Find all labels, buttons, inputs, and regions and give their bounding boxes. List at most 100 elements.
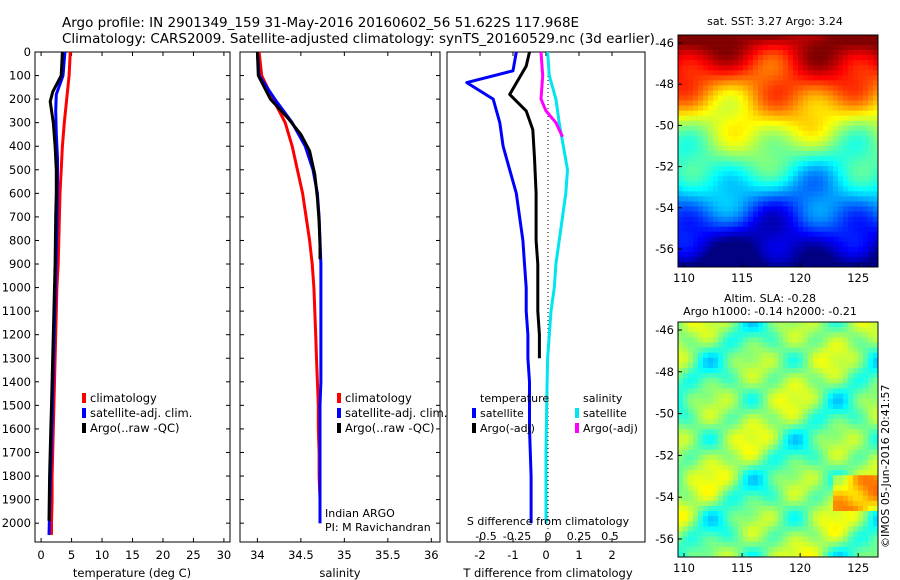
map-cell (778, 166, 784, 172)
map-cell (848, 475, 854, 481)
map-cell (748, 490, 754, 496)
map-cell (773, 444, 779, 451)
map-cell (778, 516, 784, 522)
map-cell (833, 531, 839, 537)
map-cell (753, 378, 759, 384)
map-cell (678, 221, 684, 227)
map-cell (758, 419, 764, 425)
map-cell (828, 362, 834, 369)
map-cell (763, 80, 769, 86)
map-cell (773, 526, 779, 532)
map-cell (778, 156, 784, 162)
map-cell (853, 490, 859, 496)
map-cell (728, 186, 734, 192)
map-cell (693, 536, 699, 542)
map-cell (848, 490, 854, 496)
map-cell (758, 531, 764, 537)
map-cell (698, 261, 704, 268)
map-cell (763, 35, 769, 41)
map-cell (863, 485, 869, 491)
map-cell (693, 378, 699, 384)
map-cell (793, 470, 799, 476)
map-cell (828, 347, 834, 353)
map-cell (858, 413, 864, 420)
map-cell (768, 327, 774, 333)
map-cell (738, 383, 744, 389)
map-cell (708, 434, 714, 440)
map-cell (813, 332, 819, 338)
map-cell (858, 429, 864, 435)
map-cell (778, 495, 784, 502)
map-cell (703, 546, 709, 553)
map-cell (778, 186, 784, 192)
map-cell (858, 516, 864, 522)
map-cell (783, 337, 789, 343)
map-cell (868, 115, 874, 122)
map-cell (688, 362, 694, 369)
map-cell (853, 541, 859, 548)
map-cell (718, 454, 724, 461)
map-cell (818, 75, 824, 81)
map-cell (773, 521, 779, 527)
map-cell (858, 444, 864, 451)
map-cell (768, 50, 774, 56)
map-cell (768, 40, 774, 46)
map-cell (733, 459, 739, 466)
map-cell (798, 156, 804, 162)
map-cell (738, 367, 744, 374)
map-cell (808, 408, 814, 415)
map-cell (838, 434, 844, 440)
map-cell (713, 408, 719, 415)
map-cell (678, 480, 684, 486)
map-cell (703, 105, 709, 111)
map-cell (763, 337, 769, 343)
map-cell (688, 434, 694, 440)
map-cell (718, 388, 724, 394)
map-cell (798, 424, 804, 430)
map-cell (768, 221, 774, 227)
map-cell (838, 337, 844, 343)
map-cell (768, 413, 774, 420)
map-cell (728, 485, 734, 491)
map-cell (793, 120, 799, 127)
map-cell (733, 495, 739, 502)
map-cell (798, 181, 804, 187)
map-cell (753, 439, 759, 445)
map-cell (758, 337, 764, 343)
map-cell (843, 337, 849, 343)
map-cell (788, 536, 794, 542)
map-cell (798, 70, 804, 76)
map-cell (738, 241, 744, 248)
map-cell (843, 125, 849, 132)
map-cell (808, 531, 814, 537)
map-cell (803, 413, 809, 420)
map-cell (783, 424, 789, 430)
map-cell (843, 536, 849, 542)
map-cell (823, 470, 829, 476)
map-cell (798, 110, 804, 116)
map-cell (733, 100, 739, 106)
map-cell (808, 161, 814, 167)
map-cell (713, 546, 719, 553)
map-cell (808, 201, 814, 207)
map-cell (868, 444, 874, 451)
map-cell (708, 449, 714, 456)
map-cell (718, 166, 724, 172)
map-cell (843, 505, 849, 512)
map-cell (788, 186, 794, 192)
map-cell (843, 403, 849, 410)
map-cell (803, 100, 809, 106)
legend-swatch-t-argo (472, 423, 476, 433)
map-cell (828, 50, 834, 56)
map-cell (723, 393, 729, 399)
map-cell (708, 115, 714, 122)
map-cell (678, 181, 684, 187)
map-cell (848, 95, 854, 101)
map-cell (768, 216, 774, 222)
map-cell (743, 551, 749, 558)
map-cell (698, 490, 704, 496)
map-cell (843, 241, 849, 248)
map-cell (828, 393, 834, 399)
map-cell (863, 115, 869, 122)
map-cell (853, 261, 859, 268)
